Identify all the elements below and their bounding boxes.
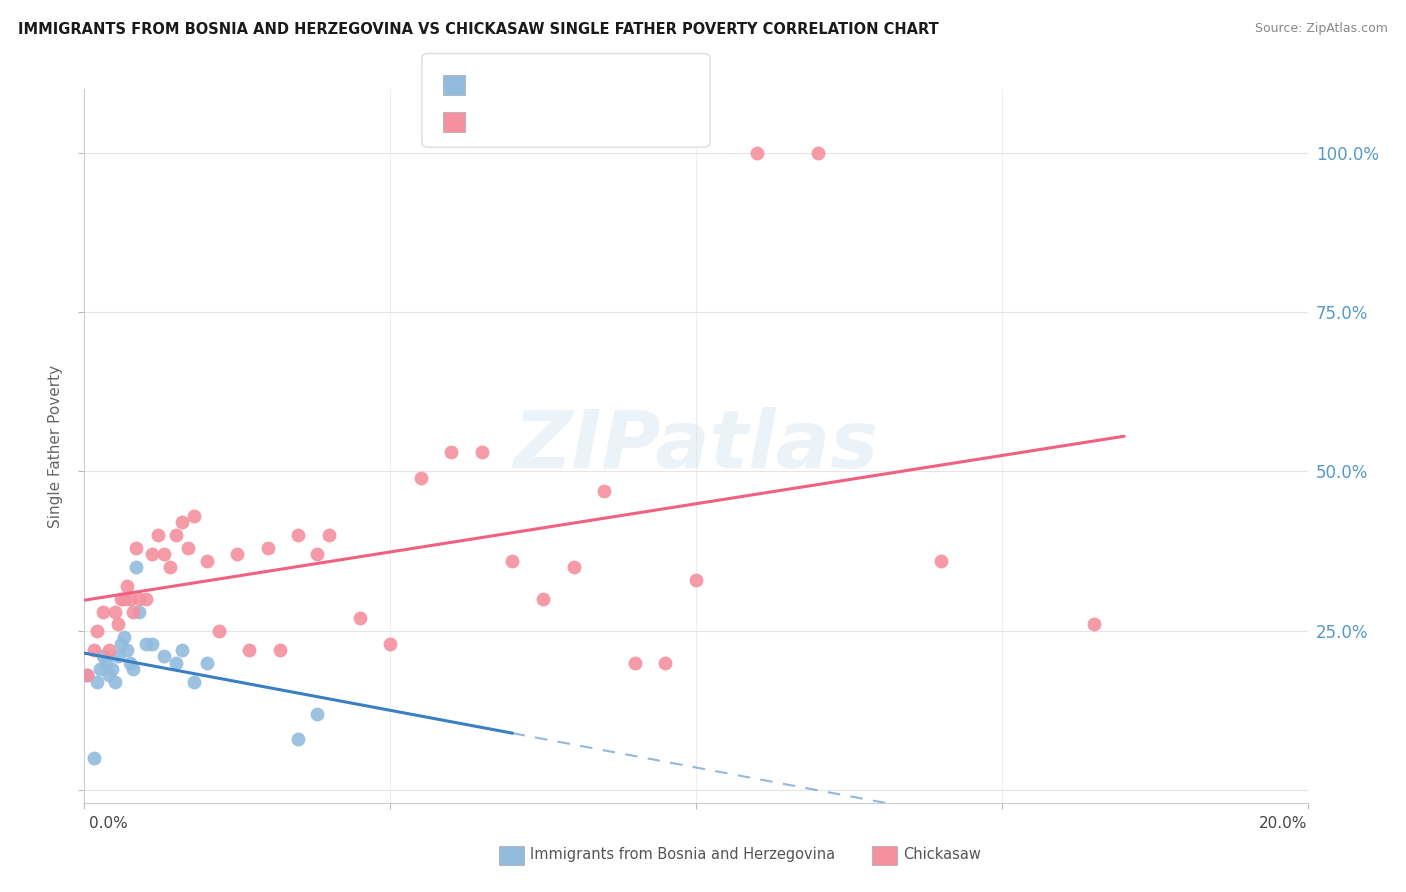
Point (172, 643, 194, 657)
Point (305, 706, 328, 721)
Point (195, 656, 218, 670)
Point (89, 662, 111, 676)
Point (593, 483, 616, 498)
Text: Source: ZipAtlas.com: Source: ZipAtlas.com (1254, 22, 1388, 36)
Point (471, 445, 494, 459)
Point (807, 145, 830, 160)
Point (318, 528, 340, 542)
Point (183, 674, 205, 689)
Point (159, 560, 181, 574)
Point (380, 636, 402, 650)
Point (135, 591, 157, 606)
Point (115, 579, 138, 593)
Point (91, 649, 114, 664)
Point (104, 674, 127, 689)
Point (165, 656, 187, 670)
Point (76, 668, 98, 682)
Point (165, 528, 187, 542)
Point (141, 636, 163, 650)
Point (86, 674, 108, 689)
Point (110, 591, 132, 606)
Point (83, 751, 105, 765)
Point (86, 624, 108, 638)
Point (141, 547, 163, 561)
Text: Chickasaw: Chickasaw (903, 847, 980, 862)
Point (76, 668, 98, 682)
Point (120, 656, 142, 670)
Text: 0.0%: 0.0% (89, 816, 128, 831)
Text: 20.0%: 20.0% (1260, 816, 1308, 831)
Point (287, 732, 309, 747)
Point (128, 605, 150, 619)
Point (305, 547, 328, 561)
Point (183, 509, 205, 524)
Point (208, 624, 231, 638)
Point (122, 605, 145, 619)
Text: R = 0.38    N = 48: R = 0.38 N = 48 (477, 115, 616, 129)
Point (195, 554, 218, 568)
Point (226, 547, 249, 561)
Point (83, 643, 105, 657)
Point (115, 643, 138, 657)
Point (747, 145, 769, 160)
Point (107, 649, 129, 664)
Text: Immigrants from Bosnia and Herzegovina: Immigrants from Bosnia and Herzegovina (530, 847, 835, 862)
Point (269, 643, 291, 657)
Point (287, 528, 309, 542)
Point (562, 560, 585, 574)
Point (122, 662, 145, 676)
Point (125, 560, 148, 574)
Point (531, 591, 554, 606)
Point (107, 617, 129, 632)
Point (112, 630, 135, 644)
Point (135, 636, 157, 650)
Text: IMMIGRANTS FROM BOSNIA AND HERZEGOVINA VS CHICKASAW SINGLE FATHER POVERTY CORREL: IMMIGRANTS FROM BOSNIA AND HERZEGOVINA V… (18, 22, 939, 37)
Point (257, 541, 280, 555)
Point (128, 591, 150, 606)
Point (146, 528, 169, 542)
Y-axis label: Single Father Poverty: Single Father Poverty (48, 365, 63, 527)
Point (238, 643, 260, 657)
Text: ZIPatlas: ZIPatlas (513, 407, 879, 485)
Point (654, 656, 676, 670)
Point (624, 656, 647, 670)
Point (101, 662, 124, 676)
Point (502, 554, 524, 568)
Point (685, 573, 707, 587)
Point (153, 547, 176, 561)
Point (177, 541, 200, 555)
Point (120, 591, 142, 606)
Point (440, 445, 463, 459)
Point (929, 554, 952, 568)
Point (1083, 617, 1105, 632)
Point (112, 591, 135, 606)
Point (97, 668, 120, 682)
Point (349, 611, 371, 625)
Text: R = -0.198   N = 26: R = -0.198 N = 26 (477, 78, 627, 92)
Point (104, 605, 127, 619)
Point (125, 541, 148, 555)
Point (153, 649, 176, 664)
Point (110, 636, 132, 650)
Point (409, 471, 432, 485)
Point (172, 516, 194, 530)
Point (91, 605, 114, 619)
Point (94, 656, 117, 670)
Point (97, 643, 120, 657)
